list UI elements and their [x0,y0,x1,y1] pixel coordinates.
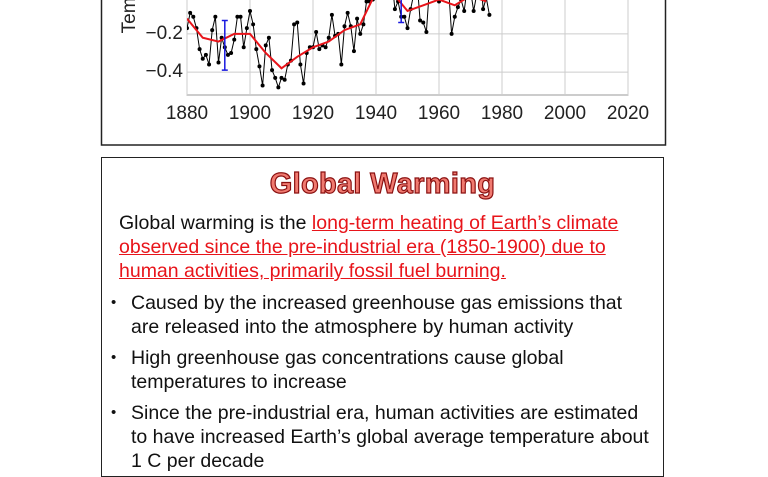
chart: Temperature 1880 1900 1920 1940 1960 1980 2000… [100,0,667,146]
point [191,14,196,19]
point [282,77,287,82]
point [276,85,281,90]
point [342,24,347,29]
point [187,26,189,31]
point [339,62,344,67]
point [216,60,221,65]
point [345,10,350,15]
point [263,43,268,48]
point [405,26,410,31]
point [241,45,246,50]
title: Global Warming [269,167,496,200]
point [244,26,249,31]
y-axis-label: Temperature [119,0,140,33]
point [449,31,454,36]
x-tick-label: 1920 [292,103,334,124]
point [462,9,467,13]
plot [187,0,492,90]
point [298,62,303,67]
point [254,47,259,52]
intro-text: Global warming is the [119,212,312,234]
bullet: High greenhouse gas concentrations cause… [102,346,653,394]
bullet-list: Caused by the increased greenhouse gas e… [102,291,653,473]
y-tick-label: −0.4 [145,61,183,82]
point [418,18,423,23]
point [188,10,193,15]
x-tick-label: 2020 [607,103,649,124]
error-bar [398,0,405,24]
point [232,37,237,42]
point [392,7,397,12]
point [452,14,457,19]
x-tick-label: 1900 [229,103,271,124]
point [424,30,429,34]
point [229,51,234,55]
x-tick-label: 2000 [544,103,586,124]
x-tick-label: 1880 [166,103,208,124]
point [361,22,366,27]
point [323,45,328,50]
point [210,28,215,33]
point [295,20,300,25]
x-tick-label: 1940 [355,103,397,124]
point [213,14,218,19]
point [279,75,284,80]
point [248,9,252,13]
point [251,22,256,27]
point [355,16,360,21]
point [455,5,460,10]
bullet: Since the pre-industrial era, human acti… [102,401,653,473]
point [238,14,243,19]
point [471,9,476,13]
point [257,64,262,69]
series-line [187,0,487,70]
point [225,52,230,57]
point [317,47,322,52]
point [197,47,202,52]
point [260,83,265,88]
point [207,62,212,67]
point [421,20,426,25]
x-tick-label: 1980 [481,103,523,124]
point [314,30,319,34]
point [487,12,492,17]
x-tick-label: 1960 [418,103,460,124]
point [402,14,407,19]
point [273,75,278,80]
point [235,14,240,19]
point [270,68,275,73]
y-tick-label: −0.2 [145,23,183,44]
point [301,81,306,86]
point [351,49,356,54]
intro: Global warming is the long-term heating … [119,211,643,283]
point [200,56,205,61]
plot-area [186,0,629,96]
intro-link[interactable]: long-term heating of Earth’s climate obs… [119,212,619,282]
point [364,0,369,4]
point [292,22,297,27]
text-box: Global Warming Global warming is the lon… [101,157,664,477]
chart-frame [100,0,667,146]
bullet: Caused by the increased greenhouse gas e… [102,291,653,339]
point [326,35,331,40]
error-bar [221,19,228,71]
point [266,35,271,40]
point [203,52,208,57]
point [358,31,363,36]
point [329,12,334,17]
page: Temperature 1880 1900 1920 1940 1960 1980 2000… [0,0,768,462]
point [481,7,486,12]
